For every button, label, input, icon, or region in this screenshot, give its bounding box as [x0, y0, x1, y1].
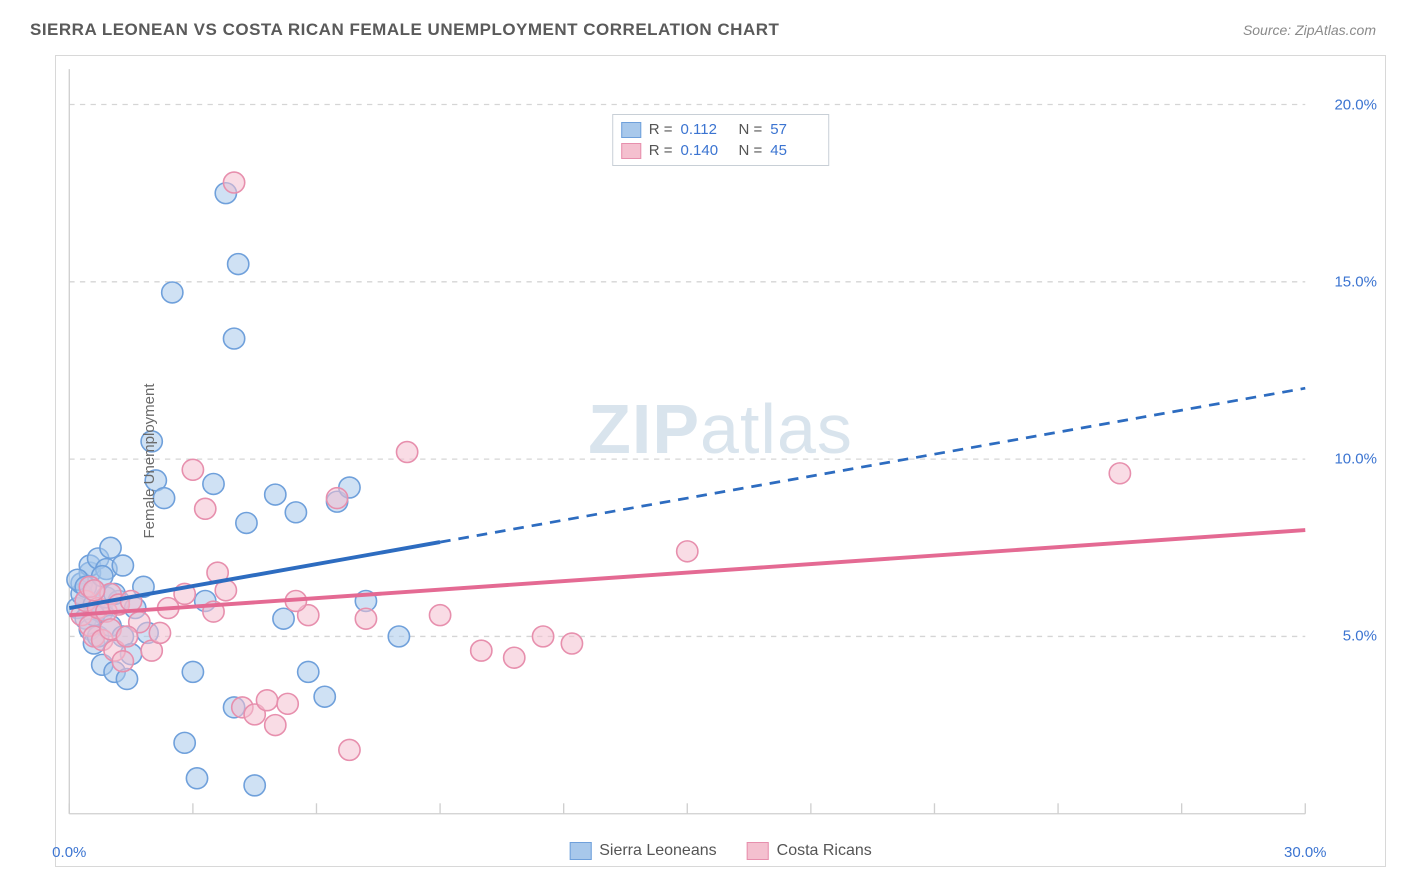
- x-tick-label: 30.0%: [1284, 844, 1327, 861]
- chart-title: SIERRA LEONEAN VS COSTA RICAN FEMALE UNE…: [30, 20, 779, 40]
- y-tick-label: 5.0%: [1343, 628, 1377, 645]
- scatter-plot: [56, 56, 1385, 866]
- legend-swatch: [569, 842, 591, 860]
- legend-label: Sierra Leoneans: [599, 842, 716, 860]
- legend: Sierra Leoneans Costa Ricans: [569, 842, 872, 860]
- infobox-row: R = 0.112 N = 57: [621, 119, 821, 140]
- legend-item: Costa Ricans: [747, 842, 872, 860]
- r-value: 0.112: [681, 121, 731, 138]
- legend-swatch: [747, 842, 769, 860]
- n-value: 45: [770, 142, 820, 159]
- x-tick-label: 0.0%: [52, 844, 86, 861]
- y-tick-label: 10.0%: [1334, 451, 1377, 468]
- n-label: N =: [739, 142, 763, 159]
- source-label: Source: ZipAtlas.com: [1243, 22, 1376, 38]
- series-swatch: [621, 122, 641, 138]
- series-swatch: [621, 143, 641, 159]
- r-value: 0.140: [681, 142, 731, 159]
- r-label: R =: [649, 121, 673, 138]
- r-label: R =: [649, 142, 673, 159]
- n-label: N =: [739, 121, 763, 138]
- n-value: 57: [770, 121, 820, 138]
- y-tick-label: 20.0%: [1334, 96, 1377, 113]
- y-tick-label: 15.0%: [1334, 273, 1377, 290]
- correlation-infobox: R = 0.112 N = 57 R = 0.140 N = 45: [612, 114, 830, 166]
- chart-container: Female Unemployment ZIPatlas R = 0.112 N…: [55, 55, 1386, 867]
- y-axis-label: Female Unemployment: [141, 383, 158, 538]
- legend-item: Sierra Leoneans: [569, 842, 716, 860]
- legend-label: Costa Ricans: [777, 842, 872, 860]
- infobox-row: R = 0.140 N = 45: [621, 140, 821, 161]
